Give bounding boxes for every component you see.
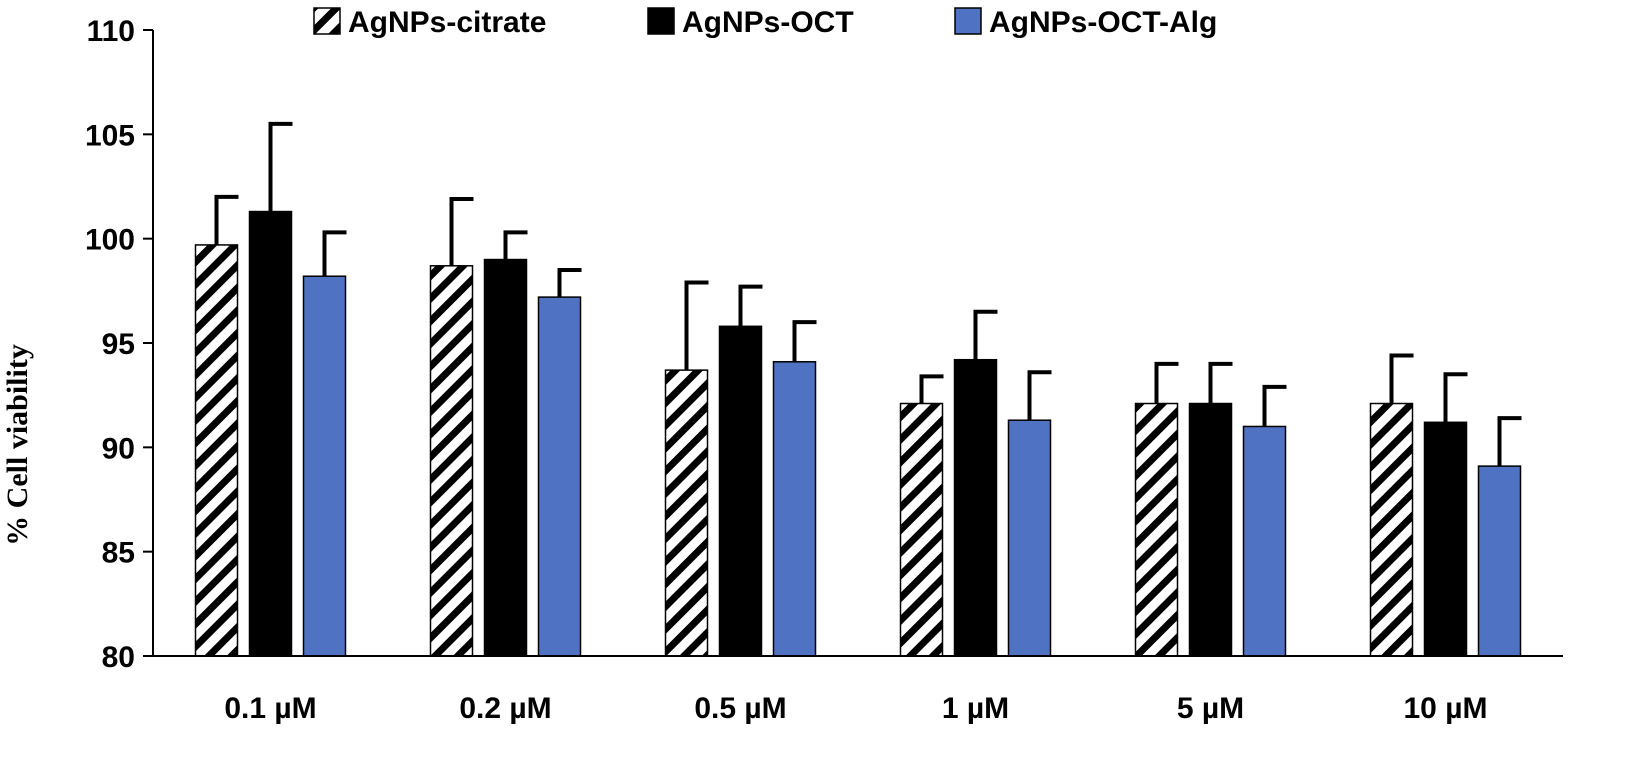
y-tick-label: 90	[102, 432, 135, 465]
bar	[899, 402, 944, 657]
bar	[248, 210, 293, 657]
bar	[1188, 402, 1233, 657]
bar	[953, 358, 998, 657]
bar	[1242, 425, 1287, 657]
y-tick-label: 105	[85, 119, 135, 152]
bar	[1134, 402, 1179, 657]
x-category-label: 0.5 µM	[694, 692, 786, 725]
bar	[664, 369, 709, 657]
legend-swatch	[647, 7, 675, 35]
y-axis-title: % Cell viability	[1, 344, 34, 546]
bars	[194, 121, 1522, 657]
legend-label: AgNPs-citrate	[348, 6, 546, 39]
bar	[537, 296, 582, 657]
bar	[1007, 419, 1052, 657]
bar	[483, 258, 528, 657]
bar	[1423, 421, 1468, 657]
legend: AgNPs-citrate AgNPs-OCT AgNPs-OCT-Alg	[313, 6, 1217, 39]
y-tick-label: 95	[102, 328, 135, 361]
legend-label: AgNPs-OCT-Alg	[989, 6, 1217, 39]
y-axis: 80 85 90 95 100 105 110	[85, 15, 154, 674]
bar	[1477, 465, 1522, 657]
y-tick-label: 100	[85, 224, 135, 257]
x-category-label: 0.2 µM	[459, 692, 551, 725]
bar	[429, 265, 474, 657]
y-tick-label: 80	[102, 641, 135, 674]
legend-swatch	[954, 7, 982, 35]
y-tick-label: 110	[87, 15, 135, 48]
bar	[194, 244, 239, 657]
y-tick-label: 85	[102, 537, 135, 570]
bar	[1369, 402, 1414, 657]
legend-swatch	[313, 7, 341, 35]
bar	[718, 325, 763, 657]
bar	[772, 361, 817, 657]
legend-label: AgNPs-OCT	[682, 6, 854, 39]
x-category-label: 0.1 µM	[224, 692, 316, 725]
x-axis: 0.1 µM 0.2 µM 0.5 µM 1 µM 5 µM 10 µM	[153, 655, 1563, 725]
x-category-label: 1 µM	[942, 692, 1009, 725]
bar	[302, 275, 347, 657]
x-category-label: 10 µM	[1404, 692, 1488, 725]
x-category-label: 5 µM	[1177, 692, 1244, 725]
